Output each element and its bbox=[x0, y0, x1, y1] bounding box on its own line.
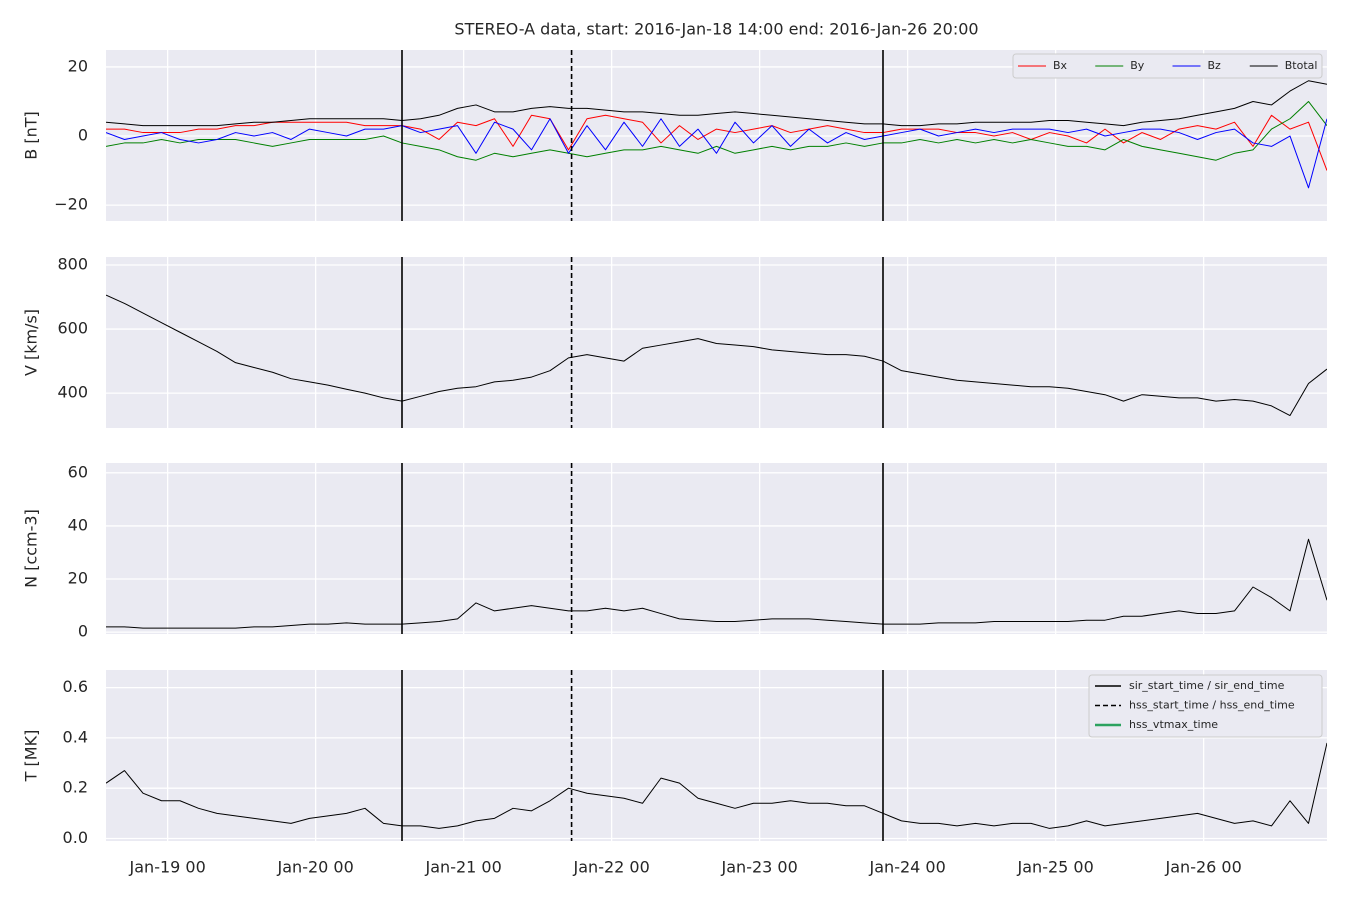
y-axis-label: V [km/s] bbox=[22, 309, 41, 376]
plot-area bbox=[106, 463, 1327, 634]
data-line bbox=[106, 114, 1327, 171]
legend-label: Bx bbox=[1053, 59, 1068, 72]
legend-label: hss_vtmax_time bbox=[1129, 718, 1218, 731]
x-tick-label: Jan-20 00 bbox=[277, 858, 354, 877]
y-tick-label: 0.4 bbox=[63, 727, 88, 746]
x-tick-label: Jan-24 00 bbox=[869, 858, 946, 877]
legend-label: sir_start_time / sir_end_time bbox=[1129, 679, 1285, 692]
x-tick-label: Jan-21 00 bbox=[425, 858, 502, 877]
chart-title: STEREO-A data, start: 2016-Jan-18 14:00 … bbox=[454, 20, 978, 39]
legend-box bbox=[1012, 53, 1323, 79]
legend-box bbox=[1088, 674, 1323, 738]
data-line bbox=[106, 100, 1327, 161]
data-line bbox=[106, 80, 1327, 127]
y-tick-label: 400 bbox=[57, 383, 88, 402]
x-tick-label: Jan-19 00 bbox=[129, 858, 206, 877]
x-tick-label: Jan-26 00 bbox=[1165, 858, 1242, 877]
data-line bbox=[106, 294, 1327, 417]
y-tick-label: 0 bbox=[78, 126, 88, 145]
legend-label: Bz bbox=[1208, 59, 1222, 72]
x-tick-label: Jan-22 00 bbox=[573, 858, 650, 877]
y-tick-label: 600 bbox=[57, 319, 88, 338]
y-tick-label: 20 bbox=[68, 56, 88, 75]
y-axis-label: B [nT] bbox=[22, 111, 41, 159]
x-tick-label: Jan-25 00 bbox=[1017, 858, 1094, 877]
y-axis-label: T [MK] bbox=[22, 730, 41, 783]
y-tick-label: 0.6 bbox=[63, 677, 88, 696]
data-line bbox=[106, 538, 1327, 629]
y-tick-label: 0.2 bbox=[63, 778, 88, 797]
y-tick-label: 20 bbox=[68, 569, 88, 588]
y-tick-label: 0 bbox=[78, 622, 88, 641]
legend-label: By bbox=[1130, 59, 1145, 72]
y-tick-label: −20 bbox=[54, 195, 88, 214]
y-tick-label: 0.0 bbox=[63, 828, 88, 847]
y-axis-label: N [ccm-3] bbox=[22, 509, 41, 588]
y-tick-label: 60 bbox=[68, 462, 88, 481]
plot-area bbox=[106, 257, 1327, 428]
data-line bbox=[106, 742, 1327, 829]
legend-label: Btotal bbox=[1285, 59, 1318, 72]
data-line bbox=[106, 118, 1327, 189]
legend-label: hss_start_time / hss_end_time bbox=[1129, 699, 1295, 712]
y-tick-label: 40 bbox=[68, 515, 88, 534]
y-tick-label: 800 bbox=[57, 255, 88, 274]
x-tick-label: Jan-23 00 bbox=[721, 858, 798, 877]
